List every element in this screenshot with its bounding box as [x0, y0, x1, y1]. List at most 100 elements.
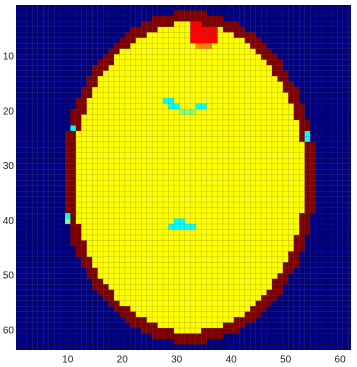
cell — [218, 104, 223, 109]
cell — [201, 290, 206, 295]
cell — [277, 158, 282, 163]
cell — [212, 323, 217, 328]
cell — [158, 43, 163, 48]
cell — [54, 136, 59, 141]
cell — [326, 5, 331, 10]
cell — [261, 235, 266, 240]
cell — [81, 32, 86, 37]
cell — [201, 136, 206, 141]
cell — [179, 317, 184, 322]
cell — [223, 301, 228, 306]
cell — [163, 240, 168, 245]
cell — [332, 257, 337, 262]
cell — [163, 295, 168, 300]
cell — [185, 268, 190, 273]
cell — [109, 251, 114, 256]
cell — [141, 43, 146, 48]
cell — [136, 147, 141, 152]
cell — [152, 147, 157, 152]
cell — [294, 21, 299, 26]
cell — [299, 71, 304, 76]
cell — [32, 65, 37, 70]
cell — [65, 175, 70, 180]
cell — [267, 219, 272, 224]
cell — [245, 290, 250, 295]
cell — [261, 169, 266, 174]
cell — [267, 317, 272, 322]
cell — [147, 312, 152, 317]
cell — [158, 27, 163, 32]
cell — [141, 21, 146, 26]
cell — [163, 345, 168, 350]
cell — [326, 208, 331, 213]
cell — [169, 104, 174, 109]
cell — [228, 82, 233, 87]
cell — [98, 306, 103, 311]
cell — [332, 191, 337, 196]
cell — [332, 230, 337, 235]
cell — [125, 208, 130, 213]
cell — [21, 191, 26, 196]
cell — [332, 339, 337, 344]
cell — [147, 21, 152, 26]
cell — [147, 5, 152, 10]
cell — [136, 257, 141, 262]
cell — [185, 16, 190, 21]
cell — [27, 240, 32, 245]
cell — [256, 93, 261, 98]
cell — [87, 268, 92, 273]
cell — [92, 169, 97, 174]
cell — [196, 334, 201, 339]
cell — [332, 224, 337, 229]
cell — [119, 60, 124, 65]
cell — [337, 295, 342, 300]
cell — [60, 54, 65, 59]
cell — [190, 136, 195, 141]
cell — [207, 38, 212, 43]
cell — [256, 158, 261, 163]
chart: 102030405060102030405060 — [0, 0, 357, 367]
cell — [321, 136, 326, 141]
cell — [49, 224, 54, 229]
cell — [21, 65, 26, 70]
cell — [190, 197, 195, 202]
cell — [267, 10, 272, 15]
cell — [114, 213, 119, 218]
cell — [76, 235, 81, 240]
cell — [234, 213, 239, 218]
cell — [98, 191, 103, 196]
cell — [152, 120, 157, 125]
cell — [147, 10, 152, 15]
cell — [92, 82, 97, 87]
cell — [288, 164, 293, 169]
cell — [87, 125, 92, 130]
cell — [158, 273, 163, 278]
cell — [87, 49, 92, 54]
cell — [272, 49, 277, 54]
cell — [109, 262, 114, 267]
cell — [32, 191, 37, 196]
cell — [245, 284, 250, 289]
cell — [76, 262, 81, 267]
cell — [103, 268, 108, 273]
cell — [147, 306, 152, 311]
cell — [54, 38, 59, 43]
cell — [256, 49, 261, 54]
cell — [119, 268, 124, 273]
cell — [218, 5, 223, 10]
cell — [207, 235, 212, 240]
cell — [174, 334, 179, 339]
cell — [185, 120, 190, 125]
cell — [348, 279, 353, 284]
cell — [141, 251, 146, 256]
cell — [179, 16, 184, 21]
cell — [277, 43, 282, 48]
cell — [310, 109, 315, 114]
cell — [109, 43, 114, 48]
cell — [196, 104, 201, 109]
cell — [185, 158, 190, 163]
cell — [310, 328, 315, 333]
cell — [147, 43, 152, 48]
cell — [87, 240, 92, 245]
cell — [212, 147, 217, 152]
